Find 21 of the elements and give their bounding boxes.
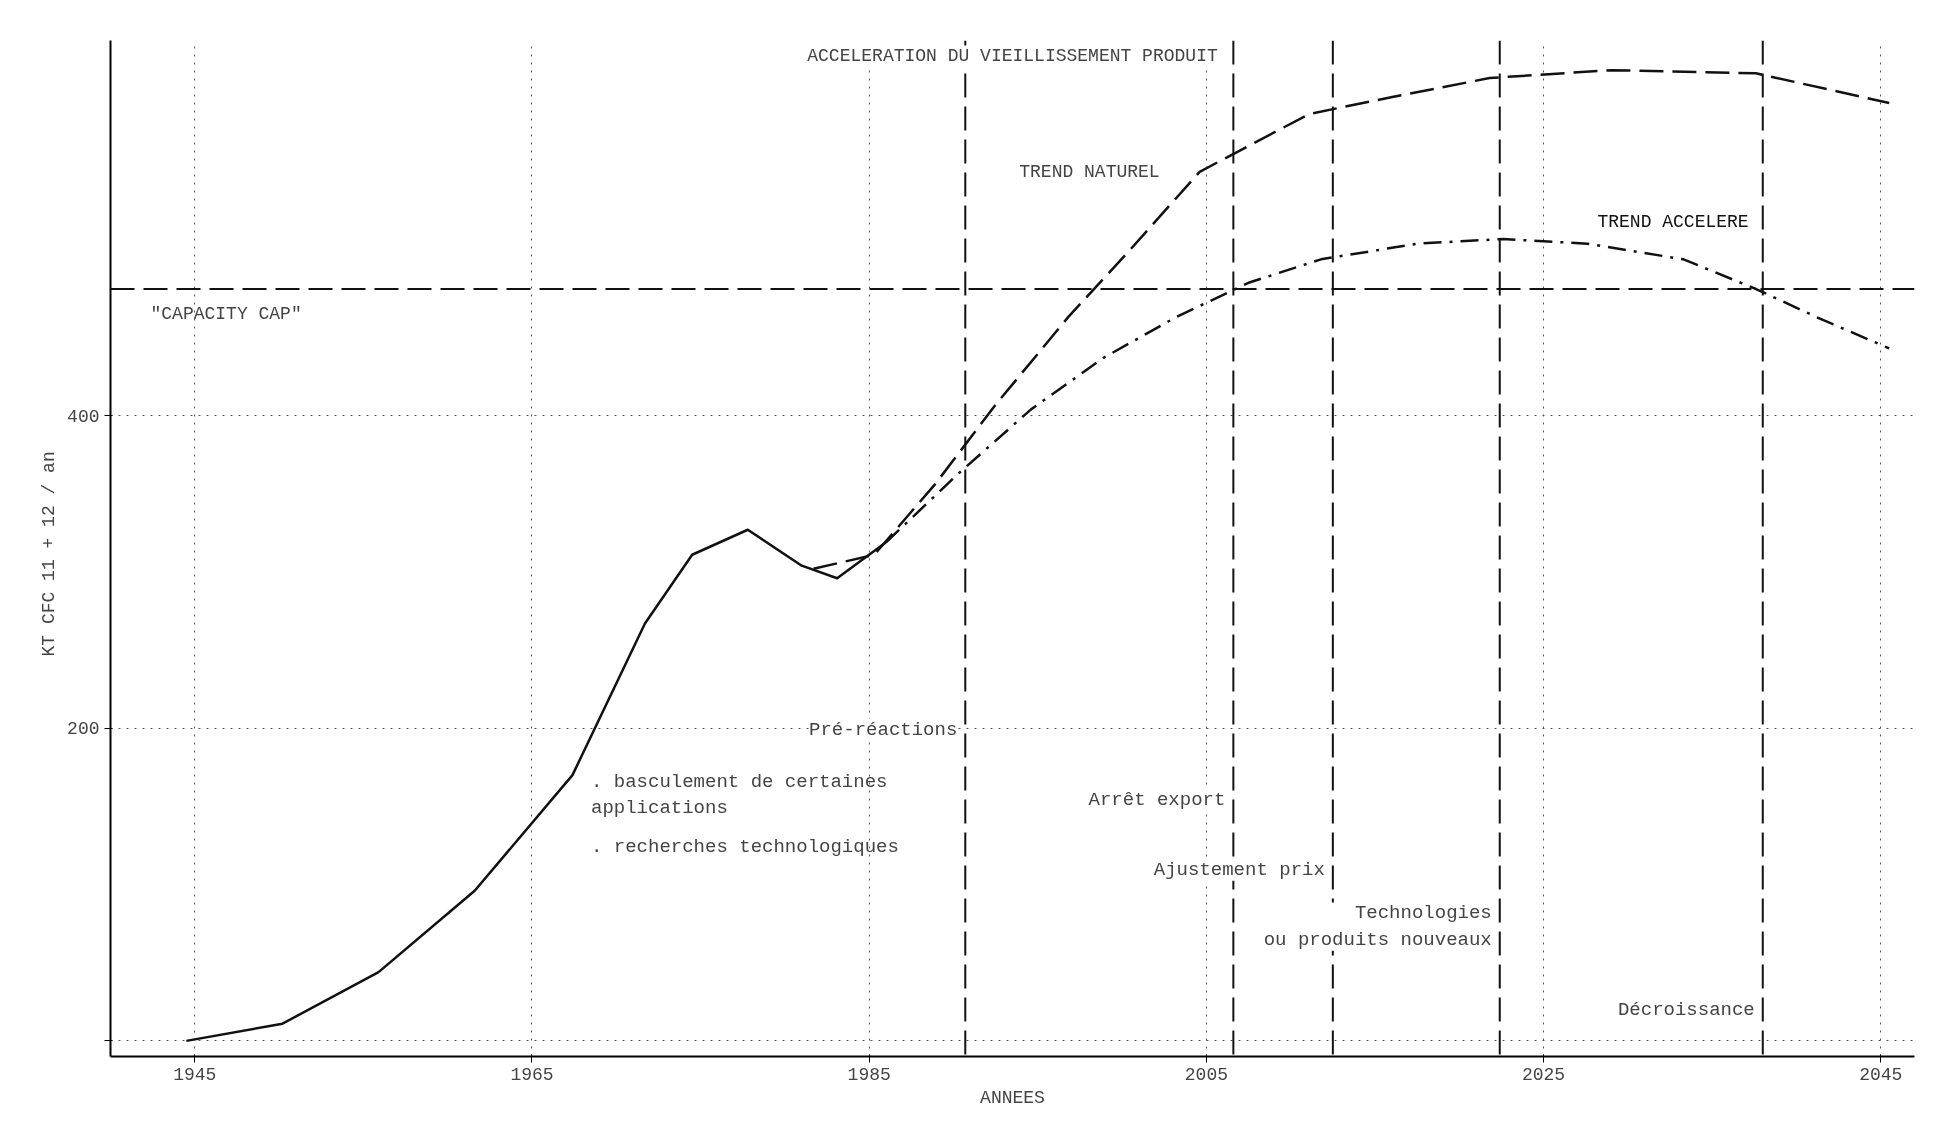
x-tick-label: 1945 <box>173 1064 217 1085</box>
annotation: . basculement de certaines applications <box>591 770 888 820</box>
ref-line-label: Pré-réactions <box>809 718 958 741</box>
ref-line-label: "CAPACITY CAP" <box>150 304 302 325</box>
x-axis-title: ANNEES <box>980 1087 1045 1108</box>
series-label: TREND NATUREL <box>1019 161 1160 182</box>
x-tick-label: 2025 <box>1521 1064 1566 1085</box>
y-tick-label: 200 <box>67 719 100 740</box>
x-tick-label: 2005 <box>1184 1064 1228 1085</box>
x-tick-label: 1985 <box>847 1064 891 1085</box>
annotation: . recherches technologiques <box>591 835 899 858</box>
annotation: ACCELERATION DU VIEILLISSEMENT PRODUIT <box>807 45 1218 66</box>
ref-line-label: Décroissance <box>1617 998 1755 1021</box>
series-label: TREND ACCELERE <box>1597 211 1749 232</box>
y-axis-title: KT CFC 11 + 12 / an <box>39 451 60 657</box>
x-tick-label: 1965 <box>510 1064 554 1085</box>
ref-line-label: Ajustement prix <box>1153 858 1325 881</box>
ref-line-label: Technologies ou produits nouveaux <box>1263 902 1492 951</box>
x-tick-label: 2045 <box>1859 1064 1903 1085</box>
y-tick-label: 400 <box>67 406 100 427</box>
ref-line-label: Arrêt export <box>1088 788 1226 811</box>
